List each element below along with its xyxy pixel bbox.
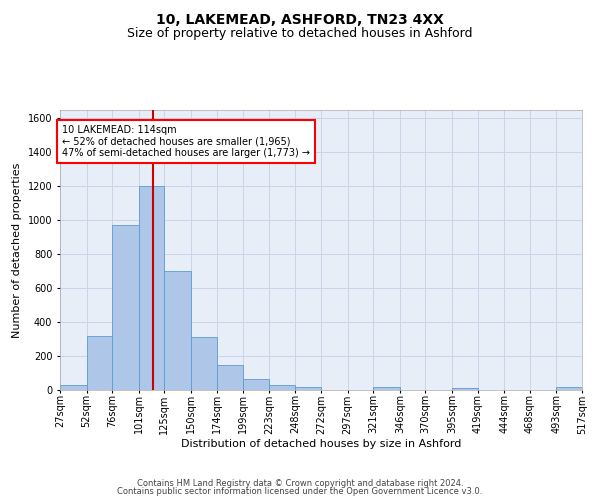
Bar xyxy=(86,336,112,390)
Bar xyxy=(295,388,321,390)
Bar xyxy=(556,386,582,390)
Text: 10 LAKEMEAD: 114sqm
← 52% of detached houses are smaller (1,965)
47% of semi-det: 10 LAKEMEAD: 114sqm ← 52% of detached ho… xyxy=(62,126,310,158)
Bar xyxy=(373,386,400,390)
Text: Contains public sector information licensed under the Open Government Licence v3: Contains public sector information licen… xyxy=(118,487,482,496)
Bar xyxy=(243,379,269,390)
Bar xyxy=(191,338,217,390)
Text: Contains HM Land Registry data © Crown copyright and database right 2024.: Contains HM Land Registry data © Crown c… xyxy=(137,478,463,488)
Bar xyxy=(164,271,191,390)
Text: Size of property relative to detached houses in Ashford: Size of property relative to detached ho… xyxy=(127,28,473,40)
Bar xyxy=(217,364,243,390)
Bar xyxy=(269,385,295,390)
Bar xyxy=(452,388,478,390)
X-axis label: Distribution of detached houses by size in Ashford: Distribution of detached houses by size … xyxy=(181,439,461,449)
Y-axis label: Number of detached properties: Number of detached properties xyxy=(12,162,22,338)
Bar xyxy=(139,186,164,390)
Bar xyxy=(112,226,139,390)
Text: 10, LAKEMEAD, ASHFORD, TN23 4XX: 10, LAKEMEAD, ASHFORD, TN23 4XX xyxy=(156,12,444,26)
Bar xyxy=(60,385,86,390)
